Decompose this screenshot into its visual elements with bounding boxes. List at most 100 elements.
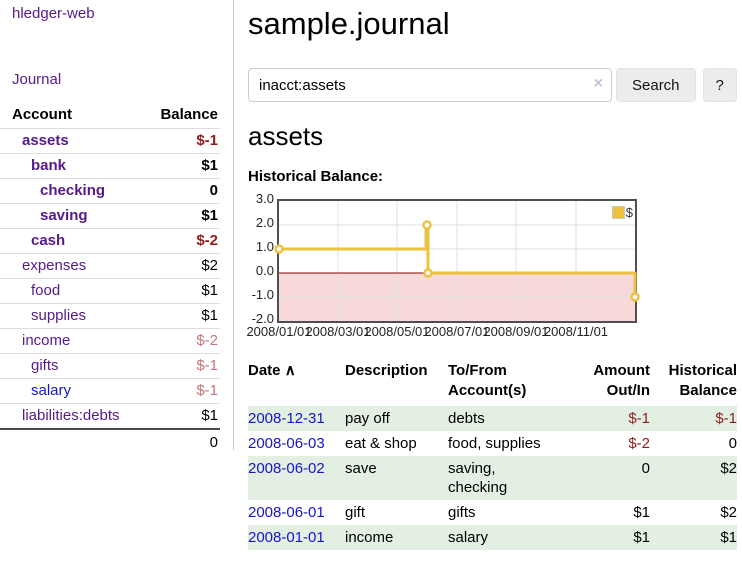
series-swatch-icon [611, 206, 625, 219]
account-balance: $1 [146, 278, 220, 304]
transaction-balance: $1 [720, 529, 737, 546]
sidebar: hledger-web Journal Account Balance asse… [0, 0, 234, 455]
account-row-food: food $1 [0, 278, 220, 304]
balance-column-header: Balance [146, 103, 220, 129]
account-link-cash[interactable]: cash [31, 232, 66, 249]
transaction-date-link[interactable]: 2008-12-31 [248, 410, 325, 427]
historical-balance-chart[interactable]: 3.0 2.0 1.0 0.0 -1.0 -2.0 [246, 191, 738, 341]
accounts-balance-table: Account Balance assets $-1 bank $1 check… [0, 103, 220, 455]
chart-legend: $ [610, 204, 634, 221]
column-header-balance: Historical Balance [668, 362, 737, 399]
y-tick: 3.0 [255, 191, 274, 206]
legend-label: $ [625, 205, 633, 220]
transaction-description: gift [345, 504, 366, 521]
transaction-balance: $2 [720, 504, 737, 521]
y-tick: 1.0 [255, 239, 274, 254]
account-link-expenses[interactable]: expenses [22, 257, 87, 274]
y-tick: -1.0 [251, 287, 274, 302]
account-link-bank[interactable]: bank [31, 157, 67, 174]
sidebar-item-journal[interactable]: Journal [12, 71, 62, 88]
plot-area[interactable]: $ [274, 199, 640, 323]
transaction-accounts: salary [448, 529, 489, 546]
transaction-amount: $-1 [628, 410, 650, 427]
account-link-food[interactable]: food [31, 282, 61, 299]
search-box: × [248, 68, 612, 102]
accounts-total-row: 0 [0, 428, 220, 455]
column-header-amount: Amount Out/In [593, 362, 650, 399]
search-form: × Search ? [248, 68, 738, 102]
account-balance: $-1 [146, 378, 220, 404]
account-row-liabilities-debts: liabilities:debts $1 [0, 403, 220, 430]
clear-search-icon[interactable]: × [593, 75, 603, 92]
account-link-checking[interactable]: checking [40, 182, 106, 199]
transaction-date-link[interactable]: 2008-06-01 [248, 504, 325, 521]
transaction-balance: $-1 [715, 410, 737, 427]
x-tick: 2008/11/01 [543, 324, 609, 339]
transaction-date-link[interactable]: 2008-06-03 [248, 435, 325, 452]
transaction-date-link[interactable]: 2008-06-02 [248, 460, 325, 477]
x-tick: 2008/01/01 [246, 324, 312, 339]
account-link-liabilities-debts[interactable]: liabilities:debts [22, 407, 120, 424]
brand-link[interactable]: hledger-web [12, 5, 95, 22]
account-link-supplies[interactable]: supplies [31, 307, 87, 324]
transaction-amount: $-2 [628, 435, 650, 452]
transaction-accounts: gifts [448, 504, 476, 521]
account-row-salary: salary $-1 [0, 378, 220, 404]
account-balance: $2 [146, 253, 220, 279]
x-tick: 2008/05/01 [364, 324, 430, 339]
transaction-date-link[interactable]: 2008-01-01 [248, 529, 325, 546]
account-heading: assets [248, 121, 324, 151]
column-header-description: Description [345, 362, 428, 379]
transaction-accounts: debts [448, 410, 485, 427]
account-row-cash: cash $-2 [0, 228, 220, 254]
account-row-gifts: gifts $-1 [0, 353, 220, 379]
account-balance: 0 [146, 178, 220, 204]
transaction-balance: $2 [720, 460, 737, 477]
account-link-gifts[interactable]: gifts [31, 357, 59, 374]
transaction-row: 2008-12-31 pay off debts $-1 $-1 [248, 406, 737, 431]
y-tick: -2.0 [251, 311, 274, 326]
accounts-header-row: Account Balance [0, 103, 220, 129]
accounts-column-header: Account [0, 103, 147, 129]
x-tick: 2008/09/01 [483, 324, 549, 339]
transaction-description: save [345, 460, 377, 477]
account-balance: $1 [146, 303, 220, 329]
x-tick: 2008/03/01 [305, 324, 371, 339]
help-button[interactable]: ? [702, 68, 737, 102]
account-balance: $-1 [146, 353, 220, 379]
register-header-row: Date ∧ Description To/From Account(s) Am… [248, 361, 737, 406]
data-point-markers [274, 220, 640, 302]
account-balance: $-2 [146, 328, 220, 354]
account-row-saving: saving $1 [0, 203, 220, 229]
account-row-checking: checking 0 [0, 178, 220, 204]
account-row-assets: assets $-1 [0, 128, 220, 154]
account-row-supplies: supplies $1 [0, 303, 220, 329]
transaction-row: 2008-06-02 save saving, checking 0 $2 [248, 456, 737, 500]
search-button[interactable]: Search [616, 68, 696, 102]
accounts-total-balance: 0 [146, 428, 220, 455]
x-tick: 2008/07/01 [424, 324, 490, 339]
y-tick: 2.0 [255, 215, 274, 230]
sort-ascending-icon: ∧ [284, 362, 296, 379]
account-link-saving[interactable]: saving [40, 207, 88, 224]
search-input[interactable] [248, 68, 612, 102]
column-header-date[interactable]: Date ∧ [248, 362, 296, 379]
account-balance: $1 [146, 203, 220, 229]
chart-title: Historical Balance: [248, 168, 384, 185]
account-balance: $1 [146, 403, 220, 430]
account-row-bank: bank $1 [0, 153, 220, 179]
account-balance: $-2 [146, 228, 220, 254]
account-row-expenses: expenses $2 [0, 253, 220, 279]
transaction-amount: $1 [633, 529, 650, 546]
transaction-description: income [345, 529, 394, 546]
main-content: sample.journal × Search ? assets Histori… [246, 0, 738, 550]
transaction-accounts: saving, checking [448, 460, 508, 496]
account-row-income: income $-2 [0, 328, 220, 354]
register-table: Date ∧ Description To/From Account(s) Am… [248, 361, 737, 550]
page-title: sample.journal [248, 6, 450, 41]
transaction-amount: $1 [633, 504, 650, 521]
account-link-assets[interactable]: assets [22, 132, 69, 149]
column-header-accounts: To/From Account(s) [448, 362, 527, 399]
account-link-income[interactable]: income [22, 332, 71, 349]
account-link-salary[interactable]: salary [31, 382, 72, 399]
